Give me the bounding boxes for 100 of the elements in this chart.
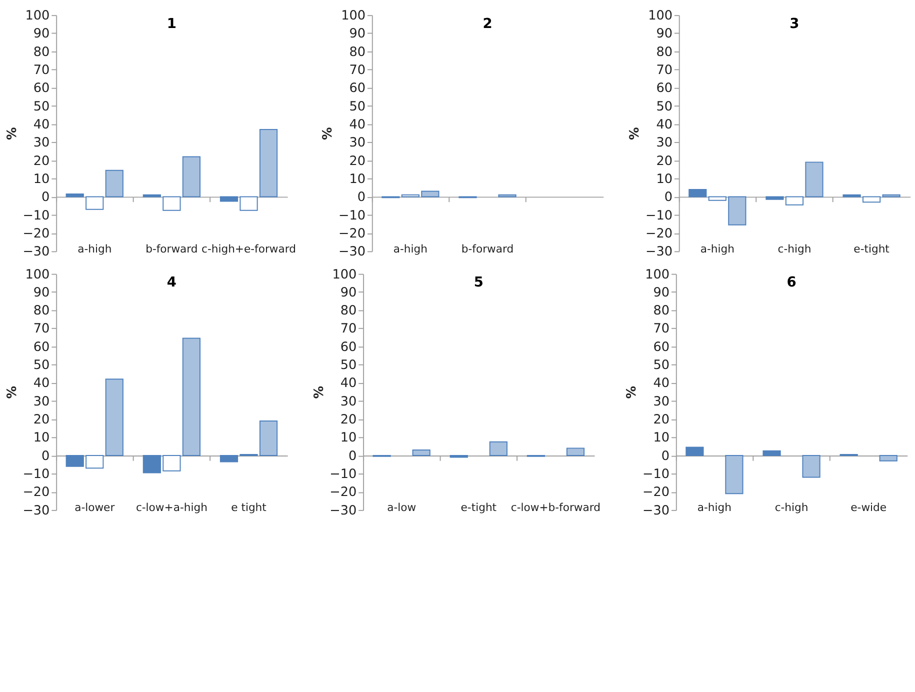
- bar: [105, 378, 124, 456]
- y-tick-label: 30: [653, 394, 670, 410]
- y-tick-label: 50: [349, 99, 366, 114]
- y-tick-label: −20: [645, 226, 672, 242]
- chart-title: 5: [474, 274, 484, 291]
- y-tick-label: 10: [656, 172, 672, 187]
- y-tick-label: −20: [338, 226, 366, 242]
- x-tick-label: a-lower: [74, 501, 116, 514]
- x-tick-label: b-forward: [461, 242, 514, 256]
- y-tick-label: −30: [338, 244, 366, 260]
- y-tick-label: 40: [33, 117, 50, 132]
- y-tick-label: 20: [656, 154, 672, 169]
- y-tick-label: 40: [349, 117, 366, 132]
- y-tick-label: 40: [340, 376, 357, 392]
- chart-title: 2: [482, 16, 492, 32]
- y-tick-label: 100: [341, 8, 366, 24]
- x-tick-label: a-high: [697, 501, 732, 514]
- y-tick-label: 0: [664, 190, 672, 206]
- x-tick-label: c-high: [774, 501, 808, 514]
- y-tick-label: 60: [33, 340, 50, 355]
- y-tick-label: 40: [33, 376, 50, 392]
- y-tick-label: 10: [340, 430, 357, 446]
- y-axis-title: %: [624, 386, 640, 399]
- y-tick-label: 0: [348, 448, 357, 464]
- y-tick-label: 30: [340, 394, 357, 410]
- y-tick-label: 50: [653, 358, 670, 374]
- y-tick-label: 100: [648, 8, 672, 24]
- y-tick-label: −20: [642, 485, 670, 500]
- y-tick-label: 70: [349, 62, 366, 78]
- y-tick-label: 10: [33, 430, 50, 446]
- y-tick-label: −30: [642, 503, 670, 518]
- y-tick-label: −30: [22, 244, 50, 260]
- bar: [879, 454, 898, 462]
- x-tick-label: e-wide: [850, 501, 887, 514]
- y-tick-label: 50: [33, 99, 50, 114]
- y-axis-title: %: [628, 127, 643, 140]
- y-tick-label: −10: [645, 208, 672, 224]
- bar: [762, 450, 781, 456]
- y-tick-label: 70: [33, 322, 50, 337]
- y-axis-title: %: [312, 386, 327, 399]
- y-tick-label: −30: [330, 503, 357, 518]
- chart-title: 1: [166, 16, 176, 32]
- bar: [686, 446, 704, 456]
- y-tick-label: 40: [656, 117, 672, 132]
- y-tick-label: 70: [653, 322, 670, 337]
- y-tick-label: 100: [332, 267, 357, 282]
- bar: [688, 188, 707, 198]
- y-axis-title: %: [320, 127, 336, 140]
- bar: [489, 441, 508, 456]
- y-tick-label: 20: [349, 154, 366, 169]
- y-tick-label: −30: [22, 503, 50, 518]
- y-tick-label: 90: [33, 285, 50, 300]
- y-tick-label: 60: [349, 81, 366, 96]
- bar: [182, 156, 201, 198]
- y-tick-label: 40: [653, 376, 670, 392]
- y-tick-label: −20: [22, 485, 50, 500]
- y-tick-label: 50: [656, 99, 672, 114]
- x-tick-label: a-high: [78, 242, 112, 256]
- y-tick-label: 0: [42, 448, 50, 464]
- y-tick-label: 60: [653, 340, 670, 355]
- y-tick-label: 90: [656, 26, 672, 42]
- y-tick-label: −20: [22, 226, 50, 242]
- y-tick-label: 80: [653, 304, 670, 319]
- y-tick-label: 50: [340, 358, 357, 374]
- y-tick-label: 70: [340, 322, 357, 337]
- y-tick-label: 30: [33, 394, 50, 410]
- y-tick-label: 50: [33, 358, 50, 374]
- y-tick-label: 20: [33, 154, 50, 169]
- x-tick-label: c-high+e-forward: [202, 242, 296, 256]
- x-tick-label: c-high: [778, 242, 812, 256]
- y-tick-label: 60: [340, 340, 357, 355]
- y-tick-label: −10: [22, 208, 50, 224]
- y-tick-label: −30: [645, 244, 672, 260]
- x-tick-label: a-low: [387, 501, 416, 514]
- y-axis-title: %: [4, 127, 20, 140]
- y-tick-label: −20: [330, 485, 357, 500]
- y-tick-label: 80: [656, 44, 672, 60]
- bar: [182, 338, 201, 456]
- y-tick-label: 0: [357, 190, 366, 206]
- y-tick-label: −10: [22, 467, 50, 482]
- y-tick-label: 80: [33, 304, 50, 319]
- x-tick-label: e-tight: [854, 242, 890, 256]
- y-axis-title: %: [4, 386, 20, 399]
- bar: [725, 454, 744, 494]
- x-tick-label: e tight: [231, 501, 266, 514]
- x-tick-label: a-high: [700, 242, 734, 256]
- y-tick-label: 60: [33, 81, 50, 96]
- bar: [802, 454, 820, 478]
- bar: [105, 170, 124, 198]
- y-tick-label: 30: [656, 136, 672, 151]
- y-tick-label: 90: [33, 26, 50, 42]
- y-tick-label: 10: [653, 430, 670, 446]
- y-tick-label: 30: [33, 136, 50, 151]
- y-tick-label: 70: [33, 62, 50, 78]
- y-tick-label: 10: [33, 172, 50, 187]
- y-tick-label: 0: [661, 448, 670, 464]
- y-tick-label: −10: [330, 467, 357, 482]
- y-tick-label: −10: [338, 208, 366, 224]
- x-tick-label: e-tight: [460, 501, 497, 514]
- y-tick-label: 0: [42, 190, 50, 206]
